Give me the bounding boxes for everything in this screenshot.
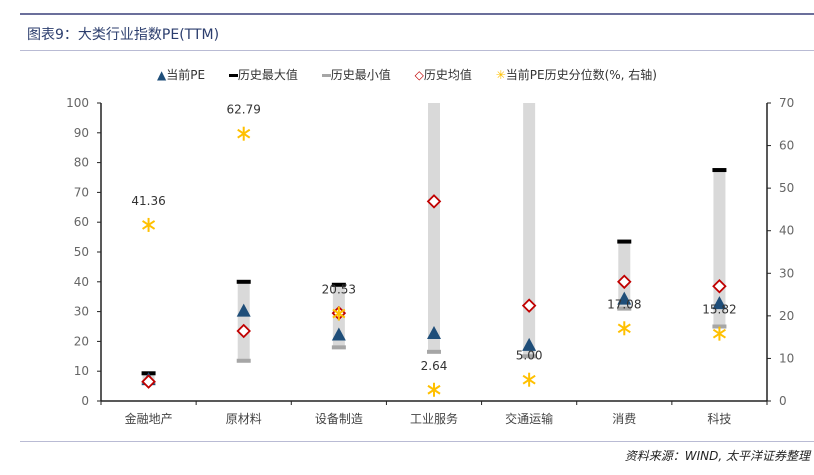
min-marker <box>522 354 537 359</box>
title-divider <box>20 50 814 51</box>
x-tick-label: 设备制造 <box>315 412 363 426</box>
range-bar <box>523 103 536 357</box>
x-tick-label: 金融地产 <box>125 411 173 426</box>
current-pe-marker <box>617 291 632 305</box>
percentile-label: 20.53 <box>322 283 356 297</box>
percentile-label: 2.64 <box>421 359 448 373</box>
mean-marker <box>617 274 632 290</box>
max-marker <box>617 239 632 244</box>
current-pe-marker <box>236 303 251 317</box>
x-tick-label: 消费 <box>612 412 636 426</box>
mean-marker <box>712 278 727 294</box>
source-note: 资料来源：WIND, 太平洋证券整理 <box>624 449 810 463</box>
percentile-marker <box>617 323 631 334</box>
legend: ▲当前PE 历史最大值 历史最小值 ◇历史均值 ✳当前PE历史分位数(%, 右轴… <box>0 66 814 83</box>
dash-icon <box>321 74 331 77</box>
current-pe-marker <box>427 325 441 339</box>
min-marker <box>236 358 251 363</box>
x-tick-label: 工业服务 <box>410 411 458 426</box>
y2-tick-label: 10 <box>779 351 794 365</box>
percentile-label: 62.79 <box>227 103 261 117</box>
y-tick-label: 90 <box>74 126 89 140</box>
y2-tick-label: 30 <box>779 266 794 280</box>
y2-tick-label: 40 <box>779 224 794 238</box>
y-tick-label: 20 <box>74 334 89 348</box>
percentile-marker <box>712 328 726 339</box>
percentile-marker <box>427 384 441 395</box>
mean-marker <box>141 374 156 389</box>
legend-pe: ▲当前PE <box>157 68 206 82</box>
mean-marker <box>426 194 442 209</box>
y2-tick-label: 50 <box>779 181 794 195</box>
triangle-icon: ▲ <box>157 68 167 82</box>
current-pe-marker <box>331 327 346 341</box>
legend-pct: ✳当前PE历史分位数(%, 右轴) <box>495 68 657 82</box>
plot-area: 0 10 20 30 40 50 60 70 80 90 100 0 10 20 30 40 50 60 70 金融地… <box>66 96 794 426</box>
min-marker <box>331 345 346 350</box>
percentile-label: 41.36 <box>131 194 165 208</box>
mean-marker <box>236 323 251 339</box>
percentile-label: 5.00 <box>516 349 543 363</box>
mean-marker <box>521 298 537 313</box>
current-pe-marker <box>712 296 727 310</box>
y-tick-label: 70 <box>74 185 89 199</box>
star-icon: ✳ <box>495 68 506 82</box>
y-tick-label: 50 <box>74 245 89 259</box>
y-tick-label: 30 <box>74 305 89 319</box>
min-marker <box>427 349 441 354</box>
range-bar <box>237 281 250 361</box>
y-tick-label: 100 <box>66 96 89 110</box>
max-marker <box>236 279 251 284</box>
percentile-marker <box>522 374 536 385</box>
percentile-label: 15.82 <box>702 303 736 317</box>
y-tick-label: 0 <box>81 394 89 408</box>
percentile-marker <box>237 128 251 139</box>
percentile-marker <box>332 308 346 319</box>
y2-tick-label: 20 <box>779 309 794 323</box>
min-marker <box>617 306 632 311</box>
current-pe-marker <box>522 337 537 351</box>
figure-title: 图表9：大类行业指数PE(TTM) <box>27 27 220 43</box>
x-tick-label: 科技 <box>707 412 731 426</box>
top-divider <box>20 13 814 15</box>
y-tick-label: 80 <box>74 156 89 170</box>
diamond-icon: ◇ <box>414 68 424 82</box>
legend-mean: ◇历史均值 <box>414 68 472 82</box>
min-marker <box>712 324 727 329</box>
percentile-marker <box>142 220 156 230</box>
bottom-divider <box>20 441 814 442</box>
max-marker <box>331 282 346 287</box>
range-bar <box>428 103 440 352</box>
legend-min: 历史最小值 <box>321 68 391 82</box>
percentile-label: 17.08 <box>607 297 641 311</box>
dash-icon <box>228 74 238 77</box>
y2-tick-label: 0 <box>779 394 787 408</box>
x-tick-label: 交通运输 <box>505 411 553 426</box>
y2-tick-label: 70 <box>779 96 794 110</box>
y-tick-label: 60 <box>74 215 89 229</box>
legend-max: 历史最大值 <box>228 68 298 82</box>
y2-tick-label: 60 <box>779 139 794 153</box>
y-tick-label: 10 <box>74 364 89 378</box>
x-tick-label: 原材料 <box>226 412 262 426</box>
max-marker <box>712 168 727 173</box>
y-tick-label: 40 <box>74 275 89 289</box>
